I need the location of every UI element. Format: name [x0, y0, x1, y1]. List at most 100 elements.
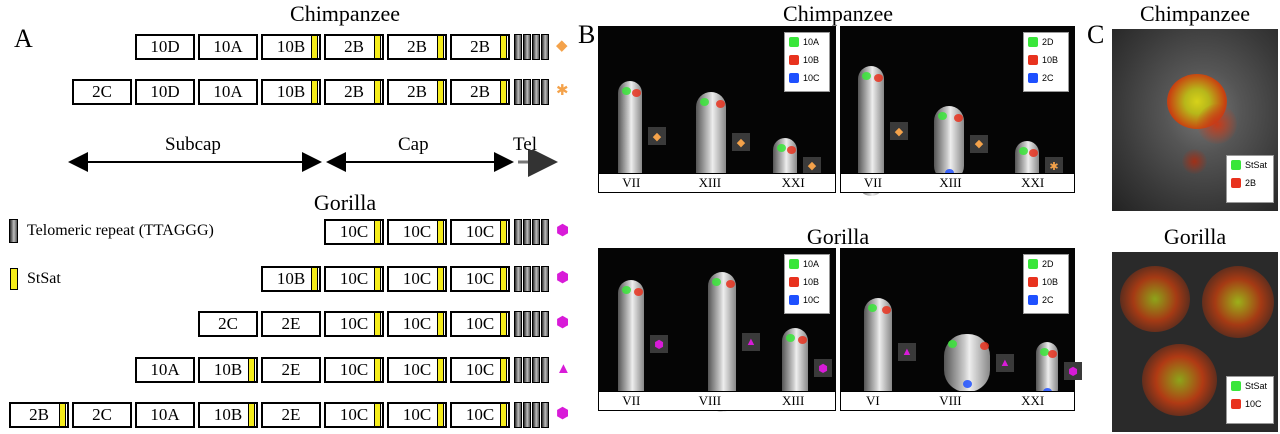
stsat-marker [500, 312, 507, 336]
gorilla-segment-box: 2C [72, 402, 132, 428]
telomere-segment [523, 311, 531, 337]
gorilla-row-marker-icon: ⬢ [556, 223, 570, 239]
probe-legend-label: 10C [803, 73, 820, 83]
telomeric-legend-text: Telomeric repeat (TTAGGG) [27, 222, 214, 239]
telomere-segment [532, 357, 540, 383]
telomere-segment [514, 357, 522, 383]
stsat-marker [374, 358, 381, 382]
stsat-marker [374, 220, 381, 244]
stsat-marker [248, 358, 255, 382]
chimp-segment-box: 2C [72, 79, 132, 105]
chromosome-marker-icon: ⬢ [814, 359, 832, 377]
chromosome-marker-icon: ◆ [890, 122, 908, 140]
chromosome-label: VII [622, 175, 641, 190]
stsat-legend-icon [10, 268, 18, 290]
gorilla-segment-box: 2E [261, 402, 321, 428]
probe-legend-label: 2C [1042, 295, 1054, 305]
telomere-segment [523, 402, 531, 428]
probe-legend-label: 10B [1042, 277, 1059, 287]
telomere-segment [541, 219, 549, 245]
telomere-segment [541, 311, 549, 337]
panel-a-gorilla-title: Gorilla [313, 190, 377, 215]
stsat-marker [437, 358, 444, 382]
panel-c-chimp-image: StSat 2B [1112, 29, 1278, 211]
chromosome-marker-icon: ◆ [803, 156, 821, 175]
probe-legend-label: 10A [803, 37, 820, 47]
chromosome-marker-icon: ◆ [732, 133, 750, 151]
probe-legend: 10A 10B 10C [784, 254, 830, 314]
panel-c-gorilla-title: Gorilla [1163, 224, 1227, 249]
panel-c-chimp-title: Chimpanzee [1140, 1, 1250, 26]
fish-panel-gorilla-left: ⬢ ▲ ⬢ 10A 10B 10C VII VIII XIII [598, 248, 836, 412]
stsat-marker [500, 80, 507, 104]
chromosome-marker-icon: ⬢ [650, 335, 668, 353]
probe-legend-label: 2C [1042, 73, 1054, 83]
chimp-segment-box: 10A [198, 34, 258, 60]
telomere-segment [514, 402, 522, 428]
chromosome-marker-icon: ◆ [970, 134, 988, 153]
stsat-marker [374, 403, 381, 427]
gorilla-segment-box: 2E [261, 357, 321, 383]
c-gorilla-legend-0: StSat [1245, 381, 1268, 391]
stsat-marker [500, 267, 507, 291]
chromosome-marker-icon: ▲ [898, 343, 916, 361]
panel-c-label: C [1087, 20, 1105, 49]
fish-panel-chimp-left: ◆ ◆ ◆ 10A 10B 10C VII XIII XXI [598, 26, 836, 193]
probe-legend-label: 10B [803, 55, 820, 65]
cap-label: Cap [398, 134, 429, 155]
gorilla-row-marker-icon: ⬢ [556, 270, 570, 286]
stsat-marker [500, 403, 507, 427]
telomeric-legend-icon [9, 219, 18, 243]
chromosome-marker-icon: ◆ [648, 127, 666, 145]
chromosome-image [618, 81, 642, 191]
chromosome-label: XXI [1021, 393, 1045, 408]
chromosome-label: XIII [781, 393, 805, 408]
probe-legend-label: 10A [803, 259, 820, 269]
chimp-segment-box: 10D [135, 34, 195, 60]
telomere-segment [541, 266, 549, 292]
chromosome-label: VIII [939, 393, 962, 408]
gorilla-segment-box: 10A [135, 402, 195, 428]
stsat-marker [59, 403, 66, 427]
stsat-marker [500, 35, 507, 59]
panel-c-gorilla-image: StSat 10C [1112, 252, 1278, 432]
chromosome-label: VI [866, 393, 880, 408]
stsat-marker [311, 80, 318, 104]
gorilla-segment-box: 10A [135, 357, 195, 383]
chimp-segment-box: 10A [198, 79, 258, 105]
chromosome-marker-icon: ▲ [996, 354, 1014, 372]
chromosome-marker-icon: ✱ [1045, 157, 1063, 175]
telomere-segment [541, 34, 549, 60]
stsat-marker [437, 403, 444, 427]
panel-b-gorilla-title: Gorilla [806, 224, 870, 249]
telomere-segment [541, 79, 549, 105]
chromosome-label: XXI [1021, 175, 1045, 190]
stsat-marker [500, 220, 507, 244]
tel-label: Tel [513, 134, 537, 155]
stsat-marker [311, 35, 318, 59]
stsat-marker [437, 267, 444, 291]
chromosome-label: XIII [698, 175, 722, 190]
gorilla-segment-box: 2E [261, 311, 321, 337]
telomere-segment [523, 357, 531, 383]
chromosome-label: XIII [939, 175, 962, 190]
telomere-segment [532, 219, 540, 245]
stsat-legend-text: StSat [27, 270, 61, 287]
probe-legend-label: 2D [1042, 37, 1054, 47]
telomere-segment [514, 79, 522, 105]
telomere-segment [523, 79, 531, 105]
stsat-marker [374, 80, 381, 104]
c-chimp-legend-1: 2B [1245, 178, 1257, 188]
stsat-marker [374, 35, 381, 59]
probe-legend-label: 2D [1042, 259, 1054, 269]
chromosome-label: VII [622, 393, 641, 408]
probe-legend-label: 10B [1042, 55, 1059, 65]
chromosome-label: VII [863, 175, 882, 190]
telomere-segment [523, 219, 531, 245]
telomere-segment [514, 311, 522, 337]
stsat-marker [500, 358, 507, 382]
panel-a-chimp-title: Chimpanzee [290, 1, 400, 26]
probe-legend-label: 10C [803, 295, 820, 305]
telomere-segment [541, 402, 549, 428]
telomere-segment [532, 34, 540, 60]
